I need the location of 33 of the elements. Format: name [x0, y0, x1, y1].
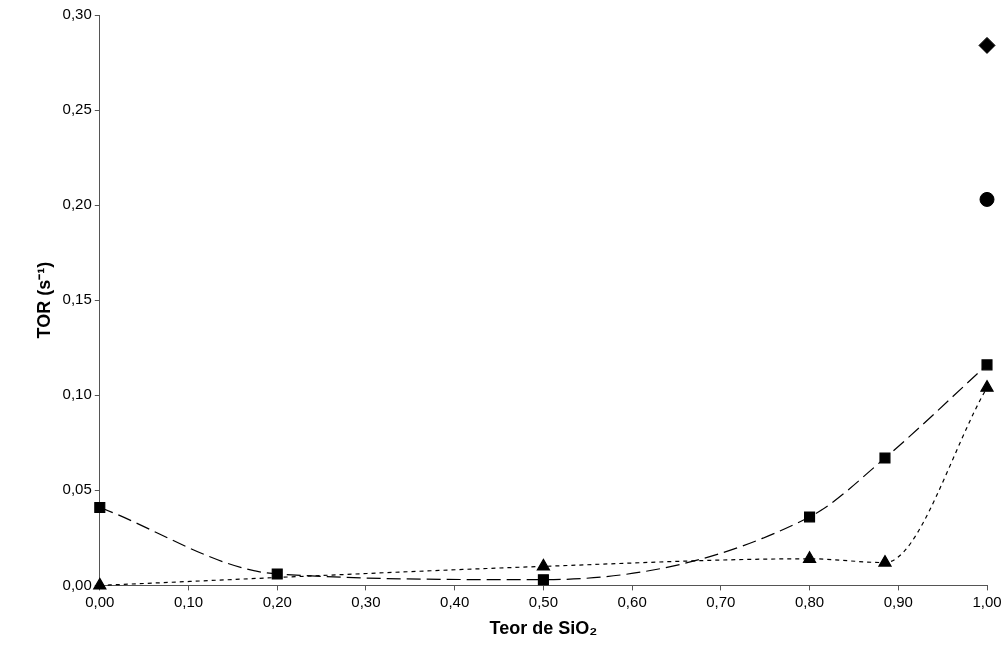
- point: [537, 574, 549, 586]
- point: [879, 452, 891, 464]
- point: [94, 501, 106, 513]
- y-tick-label: 0,30: [62, 5, 92, 23]
- y-tick-label: 0,00: [62, 575, 92, 593]
- point: [93, 577, 107, 590]
- y-tick-label: 0,15: [62, 290, 92, 308]
- point: [802, 551, 817, 563]
- point: [271, 568, 283, 580]
- x-tick-label: 0,90: [883, 592, 913, 610]
- x-tick-label: 0,20: [262, 592, 292, 610]
- point: [981, 359, 993, 371]
- y-tick-label: 0,20: [62, 195, 92, 213]
- point: [980, 380, 994, 392]
- point: [804, 511, 816, 523]
- x-tick-label: 1,00: [972, 592, 1002, 610]
- point: [536, 558, 551, 571]
- point: [878, 554, 892, 567]
- y-tick-label: 0,25: [62, 100, 92, 118]
- x-tick-label: 0,30: [351, 592, 381, 610]
- point: [978, 36, 996, 54]
- x-tick-label: 0,60: [617, 592, 647, 610]
- x-tick-label: 0,10: [173, 592, 204, 610]
- y-tick-label: 0,10: [62, 385, 92, 403]
- x-tick-label: 0,80: [794, 592, 825, 610]
- x-tick-label: 0,50: [528, 592, 558, 610]
- x-tick-label: 0,40: [440, 592, 470, 610]
- y-tick-label: 0,05: [62, 480, 92, 498]
- point: [979, 191, 995, 207]
- x-tick-label: 0,70: [706, 592, 736, 610]
- y-axis-title: TOR (s⁻¹): [33, 261, 54, 339]
- x-axis-title: Teor de SiO₂: [489, 618, 598, 639]
- x-tick-label: 0,00: [85, 592, 115, 610]
